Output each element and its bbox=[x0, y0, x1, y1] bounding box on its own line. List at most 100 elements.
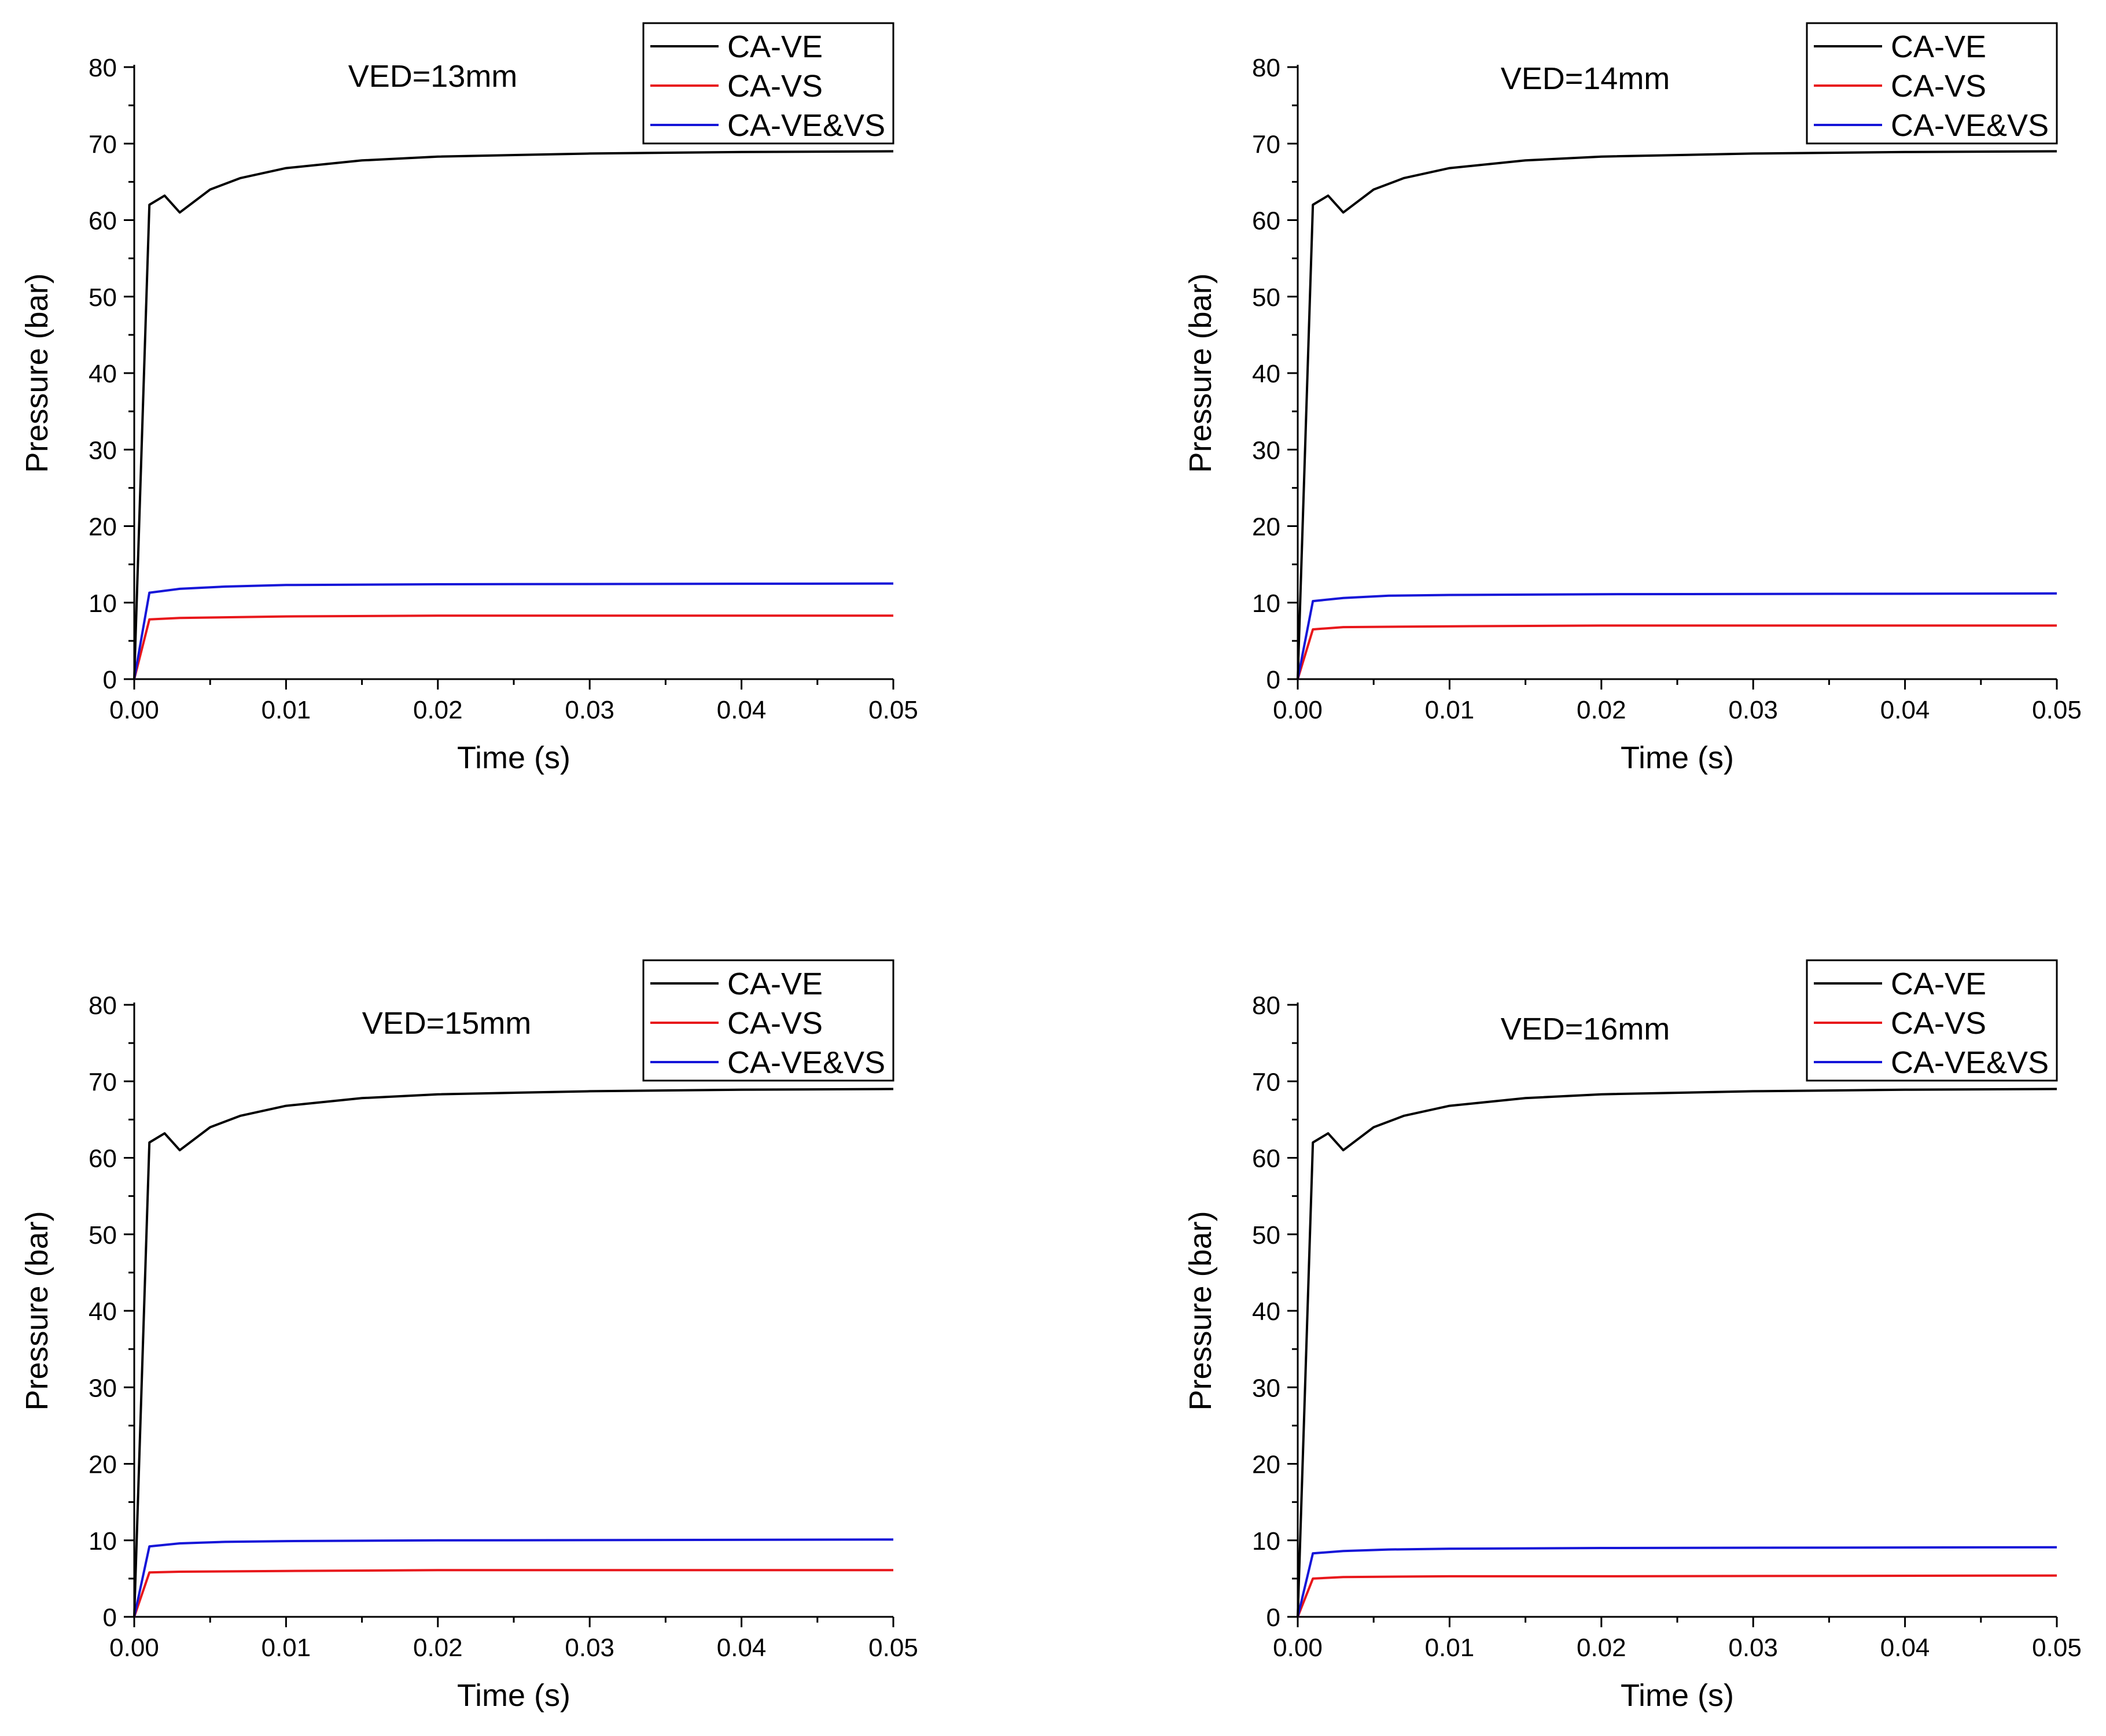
x-tick-label: 0.05 bbox=[868, 696, 918, 724]
x-tick-label: 0.04 bbox=[717, 1634, 767, 1662]
legend: CA-VE CA-VS CA-VE&VS bbox=[1806, 22, 2058, 145]
legend-label: CA-VE bbox=[727, 967, 823, 1001]
series-line-ca-ve-vs bbox=[1297, 1546, 2057, 1617]
x-tick-label: 0.02 bbox=[413, 1634, 463, 1662]
series-line-ca-ve bbox=[1297, 1088, 2057, 1617]
legend-label: CA-VE&VS bbox=[1891, 1045, 2049, 1080]
x-tick-label: 0.04 bbox=[1880, 696, 1930, 724]
x-tick-label: 0.05 bbox=[2032, 696, 2082, 724]
x-tick-label: 0.00 bbox=[109, 1634, 159, 1662]
x-tick-label: 0.00 bbox=[109, 696, 159, 724]
legend: CA-VE CA-VS CA-VE&VS bbox=[642, 959, 894, 1082]
x-tick-label: 0.00 bbox=[1273, 696, 1323, 724]
y-tick-label: 70 bbox=[89, 130, 117, 159]
y-tick-label: 30 bbox=[89, 436, 117, 465]
y-tick-label: 80 bbox=[89, 54, 117, 82]
series-line-ca-vs bbox=[1297, 624, 2057, 680]
x-tick-label: 0.05 bbox=[868, 1634, 918, 1662]
x-tick-label: 0.01 bbox=[262, 696, 311, 724]
y-tick-label: 70 bbox=[1252, 1068, 1280, 1096]
y-tick-label: 60 bbox=[89, 1145, 117, 1173]
legend-label: CA-VE bbox=[727, 30, 823, 64]
y-tick-label: 0 bbox=[103, 1604, 117, 1632]
legend-label: CA-VS bbox=[1891, 1006, 1986, 1041]
y-tick-label: 70 bbox=[1252, 130, 1280, 159]
series-line-ca-vs bbox=[1297, 1574, 2057, 1617]
y-tick-label: 40 bbox=[89, 360, 117, 388]
y-tick-label: 30 bbox=[89, 1374, 117, 1402]
y-tick-label: 40 bbox=[1252, 1298, 1280, 1326]
chart-panel-2: 0 10 20 30 40 50 60 70 80 0.00 0.01 0.02 0.03 0.04 0.0… bbox=[1183, 22, 2082, 775]
x-tick-label: 0.02 bbox=[413, 696, 463, 724]
legend: CA-VE CA-VS CA-VE&VS bbox=[1806, 959, 2058, 1082]
y-axis-title: Pressure (bar) bbox=[20, 1211, 54, 1410]
y-tick-label: 50 bbox=[89, 1221, 117, 1250]
y-tick-label: 70 bbox=[89, 1068, 117, 1096]
legend-label: CA-VE&VS bbox=[1891, 108, 2049, 143]
legend-box bbox=[642, 22, 894, 145]
y-tick-label: 0 bbox=[1266, 1604, 1280, 1632]
legend-label: CA-VS bbox=[727, 1006, 823, 1041]
y-tick-label: 20 bbox=[89, 1451, 117, 1479]
x-tick-label: 0.02 bbox=[1577, 696, 1626, 724]
legend-box bbox=[1806, 959, 2058, 1082]
y-tick-label: 0 bbox=[103, 666, 117, 694]
legend-label: CA-VS bbox=[727, 69, 823, 104]
y-tick-label: 40 bbox=[89, 1298, 117, 1326]
y-tick-label: 80 bbox=[89, 992, 117, 1020]
chart-panel-1: 0 10 20 30 40 50 60 70 80 0.00 0.01 0.02 0.03 0.04 0.0… bbox=[20, 22, 918, 775]
series-line-ca-ve bbox=[1297, 150, 2057, 680]
legend-label: CA-VS bbox=[1891, 69, 1986, 104]
y-tick-label: 20 bbox=[89, 513, 117, 541]
y-tick-label: 30 bbox=[1252, 436, 1280, 465]
y-axis-title: Pressure (bar) bbox=[1183, 273, 1218, 473]
series-line-ca-vs bbox=[133, 1569, 893, 1617]
x-tick-label: 0.03 bbox=[565, 696, 614, 724]
legend-box bbox=[642, 959, 894, 1082]
x-tick-label: 0.00 bbox=[1273, 1634, 1323, 1662]
x-tick-label: 0.01 bbox=[1425, 1634, 1475, 1662]
x-axis-title: Time (s) bbox=[1621, 740, 1734, 775]
y-tick-label: 0 bbox=[1266, 666, 1280, 694]
x-axis-title: Time (s) bbox=[1621, 1678, 1734, 1713]
chart-panel-4: 0 10 20 30 40 50 60 70 80 0.00 0.01 0.02 0.03 0.04 0.0… bbox=[1183, 959, 2082, 1713]
x-tick-label: 0.04 bbox=[1880, 1634, 1930, 1662]
y-tick-label: 60 bbox=[1252, 207, 1280, 235]
y-tick-label: 30 bbox=[1252, 1374, 1280, 1402]
legend-label: CA-VE bbox=[1891, 30, 1986, 64]
series-line-ca-ve-vs bbox=[133, 1538, 894, 1617]
series-line-ca-vs bbox=[133, 614, 893, 680]
y-tick-label: 60 bbox=[1252, 1145, 1280, 1173]
y-axis-title: Pressure (bar) bbox=[20, 273, 54, 473]
x-tick-label: 0.04 bbox=[717, 696, 767, 724]
y-tick-label: 80 bbox=[1252, 992, 1280, 1020]
x-axis-title: Time (s) bbox=[457, 740, 570, 775]
chart-panel-3: 0 10 20 30 40 50 60 70 80 0.00 0.01 0.02 0.03 0.04 0.0… bbox=[20, 959, 918, 1713]
x-axis-title: Time (s) bbox=[457, 1678, 570, 1713]
series-line-ca-ve bbox=[133, 150, 894, 680]
x-tick-label: 0.03 bbox=[565, 1634, 614, 1662]
y-tick-label: 20 bbox=[1252, 1451, 1280, 1479]
x-tick-label: 0.02 bbox=[1577, 1634, 1626, 1662]
x-tick-label: 0.01 bbox=[262, 1634, 311, 1662]
y-tick-label: 80 bbox=[1252, 54, 1280, 82]
ved-annotation: VED=15mm bbox=[362, 1006, 532, 1041]
series-line-ca-ve bbox=[133, 1088, 894, 1617]
ved-annotation: VED=14mm bbox=[1501, 61, 1670, 96]
x-tick-label: 0.03 bbox=[1728, 696, 1778, 724]
y-tick-label: 10 bbox=[1252, 1527, 1280, 1556]
y-axis-title: Pressure (bar) bbox=[1183, 1211, 1218, 1410]
y-tick-label: 10 bbox=[89, 1527, 117, 1556]
y-tick-label: 10 bbox=[1252, 589, 1280, 618]
legend-label: CA-VE bbox=[1891, 967, 1986, 1001]
legend-label: CA-VE&VS bbox=[727, 108, 885, 143]
x-tick-label: 0.01 bbox=[1425, 696, 1475, 724]
legend-label: CA-VE&VS bbox=[727, 1045, 885, 1080]
x-tick-label: 0.05 bbox=[2032, 1634, 2082, 1662]
legend-box bbox=[1806, 22, 2058, 145]
y-tick-label: 60 bbox=[89, 207, 117, 235]
y-tick-label: 40 bbox=[1252, 360, 1280, 388]
y-tick-label: 50 bbox=[89, 283, 117, 312]
y-tick-label: 10 bbox=[89, 589, 117, 618]
